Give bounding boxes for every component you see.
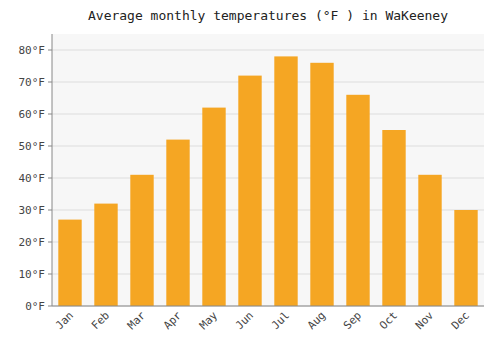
x-tick-label: Dec	[449, 309, 472, 332]
y-tick	[48, 178, 52, 179]
x-tick-label: Oct	[377, 309, 400, 332]
bar	[238, 76, 261, 306]
bar	[166, 140, 189, 306]
y-tick	[48, 146, 52, 147]
y-tick	[48, 306, 52, 307]
x-tick-label: Aug	[305, 309, 328, 332]
bars	[58, 56, 477, 306]
y-tick-label: 20°F	[19, 236, 46, 249]
bar	[202, 108, 225, 306]
y-axis: 0°F 10°F 20°F 30°F 40°F 50°F 60°F 70°F 80°F	[19, 44, 53, 313]
grid-line	[52, 114, 484, 115]
plot-area	[52, 34, 484, 306]
x-tick-label: Sep	[341, 309, 364, 332]
grid-line	[52, 82, 484, 83]
y-tick	[48, 274, 52, 275]
grid-line	[52, 306, 484, 307]
x-tick-label: Nov	[413, 309, 437, 333]
y-tick-label: 70°F	[19, 76, 46, 89]
chart-svg: Average monthly temperatures (°F ) in Wa…	[0, 0, 500, 350]
x-axis: Jan Feb Mar Apr May Jun Jul Aug Sep Oct Nov Dec	[53, 309, 472, 333]
y-tick	[48, 114, 52, 115]
bar	[310, 63, 333, 306]
x-tick-label: Jan	[53, 309, 76, 332]
bar	[94, 204, 117, 306]
x-tick-label: Feb	[89, 309, 112, 332]
bar	[454, 210, 477, 306]
bar	[382, 130, 405, 306]
grid-line	[52, 50, 484, 51]
chart-container: Average monthly temperatures (°F ) in Wa…	[0, 0, 500, 350]
x-tick-label: Jul	[269, 309, 292, 332]
y-tick-label: 0°F	[25, 300, 45, 313]
x-tick-label: Apr	[161, 309, 185, 333]
bar	[130, 175, 153, 306]
x-tick-label: Mar	[125, 309, 149, 333]
y-grid	[52, 50, 484, 306]
bar	[346, 95, 369, 306]
y-tick-label: 40°F	[19, 172, 46, 185]
bar	[418, 175, 441, 306]
bar	[58, 220, 81, 306]
y-tick	[48, 82, 52, 83]
page: {"chart_data": {"type": "bar", "title": …	[0, 0, 500, 350]
y-tick	[48, 210, 52, 211]
y-tick-label: 10°F	[19, 268, 46, 281]
bar	[274, 56, 297, 306]
y-tick-label: 60°F	[19, 108, 46, 121]
y-axis-line	[52, 34, 53, 306]
y-tick-label: 80°F	[19, 44, 46, 57]
chart-title: Average monthly temperatures (°F ) in Wa…	[88, 8, 448, 23]
grid-line	[52, 146, 484, 147]
y-tick	[48, 242, 52, 243]
x-tick-label: May	[197, 309, 221, 333]
x-tick-label: Jun	[233, 309, 256, 332]
x-axis-line	[52, 306, 484, 307]
y-tick-label: 30°F	[19, 204, 46, 217]
y-tick	[48, 50, 52, 51]
y-tick-label: 50°F	[19, 140, 46, 153]
